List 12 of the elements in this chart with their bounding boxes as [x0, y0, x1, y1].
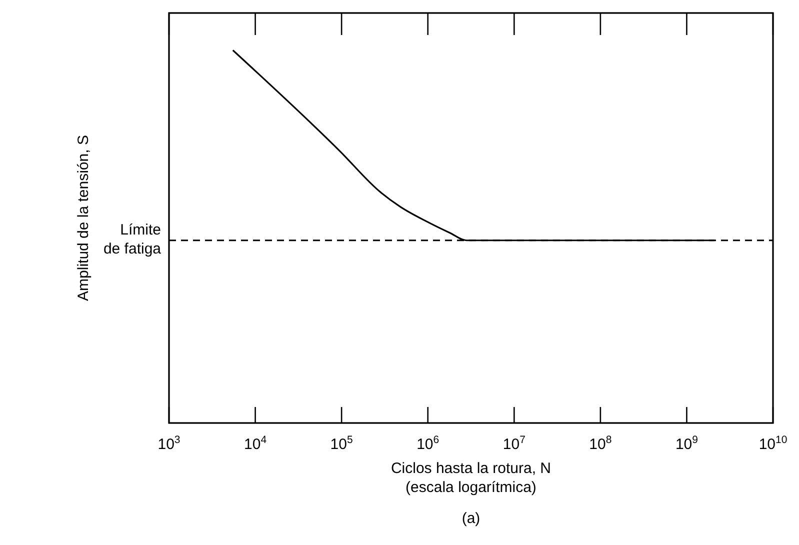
- y-axis-title: Amplitud de la tensión, S: [75, 135, 92, 301]
- text: (a): [462, 510, 480, 527]
- x-tick-label: 10$^{4}$: [244, 434, 267, 453]
- x-tick-label: 10$^{5}$: [330, 434, 353, 453]
- x-tick-label: 10$^{9}$: [675, 434, 698, 453]
- x-axis-title: Ciclos hasta la rotura, N (escala logarítmica): [390, 460, 552, 496]
- x-tick-label: 10$^{6}$: [416, 434, 440, 453]
- x-tick-label: 10$^{10}$: [758, 434, 788, 453]
- x-tick-label: 10$^{3}$: [158, 434, 180, 453]
- x-tick-label: 10$^{7}$: [502, 434, 526, 453]
- x-tick-label: 10$^{8}$: [589, 434, 612, 453]
- ref-line-label: Límite de fatiga: [103, 221, 162, 258]
